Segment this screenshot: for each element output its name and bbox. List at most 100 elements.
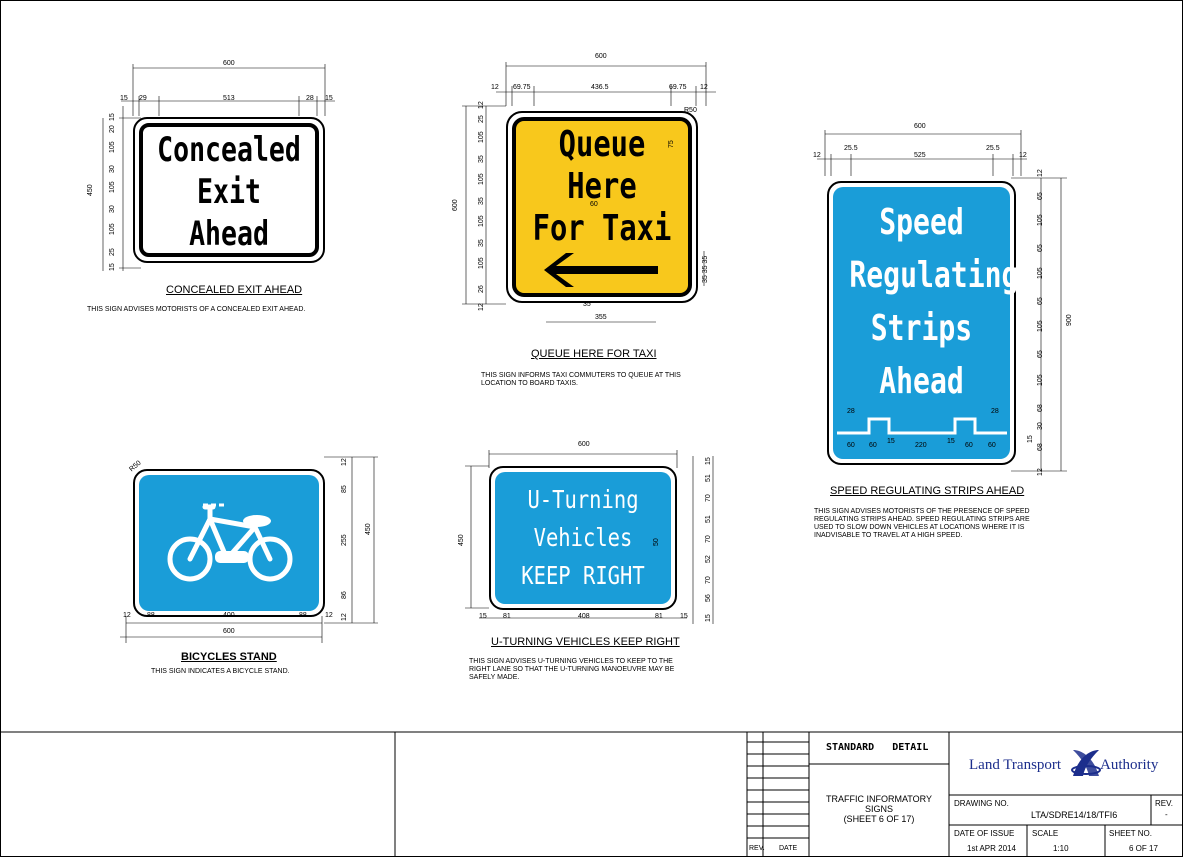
dim-text: 600 bbox=[223, 60, 235, 67]
uturn-description-line: RIGHT LANE SO THAT THE U-TURNING MANOEUV… bbox=[469, 666, 675, 673]
speed-line-2: Regulating bbox=[849, 255, 1019, 296]
sheet-no-label: SHEET NO. bbox=[1109, 829, 1152, 838]
dim-text: 25 bbox=[478, 115, 485, 123]
dim-text: 60 bbox=[847, 442, 855, 449]
dim-text: 35 bbox=[478, 197, 485, 205]
dim-text: 15 bbox=[479, 613, 487, 620]
logo-text-left: Land Transport bbox=[969, 757, 1062, 773]
rev-label: REV. bbox=[749, 845, 765, 852]
bicycles-sign-face bbox=[133, 469, 325, 617]
left-arrow-icon bbox=[544, 253, 658, 287]
dim-text: 30 bbox=[109, 205, 116, 213]
dim-text: 105 bbox=[1037, 374, 1044, 386]
dim-text: 408 bbox=[578, 613, 590, 620]
queue-description-line: THIS SIGN INFORMS TAXI COMMUTERS TO QUEU… bbox=[481, 372, 681, 379]
dim-text: 68 bbox=[1037, 404, 1044, 412]
dim-text: 26 bbox=[478, 285, 485, 293]
dim-text: 51 bbox=[705, 515, 712, 523]
dim-text: 65 bbox=[1037, 244, 1044, 252]
dim-text: 52 bbox=[705, 555, 712, 563]
dim-text: 450 bbox=[458, 534, 465, 546]
dim-text: 15 bbox=[705, 614, 712, 622]
speed-title: SPEED REGULATING STRIPS AHEAD bbox=[830, 485, 1025, 497]
dim-text: 75 bbox=[668, 140, 675, 148]
speed-description: THIS SIGN ADVISES MOTORISTS OF THE PRESE… bbox=[814, 508, 1030, 540]
dim-text: 88 bbox=[147, 612, 155, 619]
dim-text: 220 bbox=[915, 442, 927, 449]
dim-text: 105 bbox=[109, 223, 116, 235]
uturn-description-line: SAFELY MADE. bbox=[469, 674, 520, 681]
uturn-sign-face: U-Turning Vehicles KEEP RIGHT bbox=[489, 466, 677, 610]
dim-text: 525 bbox=[914, 152, 926, 159]
dim-text: 12 bbox=[123, 612, 131, 619]
dim-text: 35 35 35 bbox=[702, 255, 709, 283]
dim-text: 400 bbox=[223, 612, 235, 619]
concealed-title: CONCEALED EXIT AHEAD bbox=[166, 284, 303, 296]
dim-text: 105 bbox=[1037, 267, 1044, 279]
dim-text: 12 bbox=[1019, 152, 1027, 159]
dim-text: 12 bbox=[478, 101, 485, 109]
dim-text: 105 bbox=[478, 173, 485, 185]
dim-text: 20 bbox=[109, 125, 116, 133]
title-block-grid bbox=[1, 731, 1182, 856]
date-issue-label: DATE OF ISSUE bbox=[954, 829, 1015, 838]
dim-text: 12 bbox=[1037, 468, 1044, 476]
rev-value: - bbox=[1165, 810, 1168, 819]
dim-text: 15 bbox=[325, 95, 333, 102]
uturn-line-3: KEEP RIGHT bbox=[521, 561, 645, 590]
date-issue-value: 1st APR 2014 bbox=[967, 844, 1016, 853]
dim-text: 600 bbox=[914, 123, 926, 130]
dim-text: 35 bbox=[478, 155, 485, 163]
dim-text: R50 bbox=[684, 107, 697, 114]
dim-text: 12 bbox=[478, 303, 485, 311]
date-label: DATE bbox=[779, 845, 798, 852]
dim-text: 436.5 bbox=[591, 84, 609, 91]
dim-text: 30 bbox=[109, 165, 116, 173]
dim-text: 900 bbox=[1066, 314, 1073, 326]
dim-text: 25 bbox=[109, 248, 116, 256]
speed-blue-panel bbox=[833, 187, 1010, 459]
dim-text: 12 bbox=[341, 613, 348, 621]
dim-text: 15 bbox=[1027, 435, 1034, 443]
bicycles-blue-panel bbox=[139, 475, 319, 611]
lta-logo-icon bbox=[1071, 750, 1101, 776]
dim-text: 56 bbox=[705, 594, 712, 602]
speed-dimension-lines bbox=[817, 130, 1067, 472]
queue-dimension-lines bbox=[462, 62, 716, 323]
dim-text: 600 bbox=[452, 199, 459, 211]
dim-text: 15 bbox=[120, 95, 128, 102]
dim-text: 60 bbox=[590, 201, 598, 208]
dim-text: 69.75 bbox=[513, 84, 531, 91]
dim-text: 70 bbox=[705, 535, 712, 543]
dim-text: 35 bbox=[478, 239, 485, 247]
dim-text: 35 bbox=[583, 301, 591, 308]
dim-text: 15 bbox=[109, 263, 116, 271]
dim-text: 51 bbox=[705, 474, 712, 482]
standard-detail-label: STANDARD DETAIL bbox=[826, 742, 929, 753]
dim-text: 15 bbox=[705, 457, 712, 465]
dim-text: 25.5 bbox=[986, 145, 1000, 152]
dim-text: 600 bbox=[223, 628, 235, 635]
dim-text: 69.75 bbox=[669, 84, 687, 91]
dim-text: 81 bbox=[503, 613, 511, 620]
dim-text: 88 bbox=[299, 612, 307, 619]
drawing-no-label: DRAWING NO. bbox=[954, 799, 1009, 808]
rev-header: REV. bbox=[1155, 799, 1173, 808]
dim-text: 86 bbox=[341, 591, 348, 599]
uturn-line-2: Vehicles bbox=[533, 523, 633, 552]
uturn-line-1: U-Turning bbox=[527, 485, 639, 514]
dim-text: 65 bbox=[1037, 192, 1044, 200]
dim-text: 68 bbox=[1037, 443, 1044, 451]
drawing-title-line: (SHEET 6 OF 17) bbox=[843, 814, 915, 824]
dim-text: 15 bbox=[887, 438, 895, 445]
scale-label: SCALE bbox=[1032, 829, 1059, 838]
concealed-description: THIS SIGN ADVISES MOTORISTS OF A CONCEAL… bbox=[87, 306, 306, 313]
bicycles-dimension-lines bbox=[120, 456, 378, 643]
dim-text: 450 bbox=[87, 184, 94, 196]
queue-line-3: For Taxi bbox=[532, 208, 672, 249]
dim-text: 105 bbox=[478, 131, 485, 143]
concealed-line-2: Exit bbox=[197, 172, 261, 212]
dim-text: 105 bbox=[478, 257, 485, 269]
dim-text: 30 bbox=[1037, 422, 1044, 430]
dim-text: 81 bbox=[655, 613, 663, 620]
